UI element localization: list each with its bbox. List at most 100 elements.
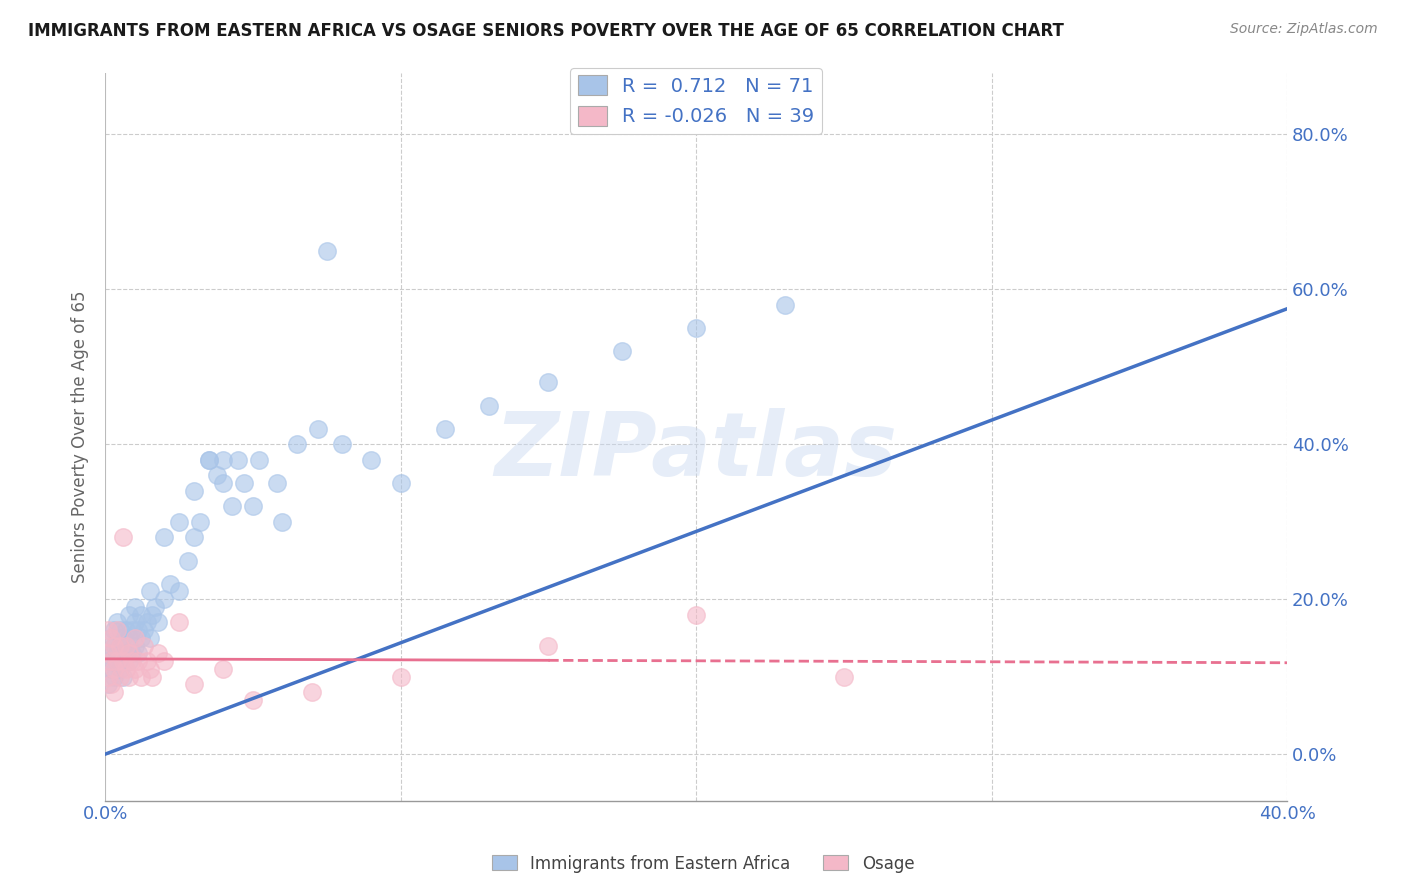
Point bbox=[832, 670, 855, 684]
Point bbox=[167, 515, 190, 529]
Point bbox=[242, 500, 264, 514]
Point bbox=[97, 647, 120, 661]
Point bbox=[301, 685, 323, 699]
Text: ZIPatlas: ZIPatlas bbox=[495, 408, 897, 495]
Point bbox=[159, 576, 181, 591]
Point bbox=[132, 639, 155, 653]
Point bbox=[148, 647, 170, 661]
Point bbox=[478, 399, 501, 413]
Point bbox=[115, 662, 138, 676]
Point bbox=[197, 452, 219, 467]
Point bbox=[108, 670, 131, 684]
Point bbox=[212, 476, 235, 491]
Point bbox=[389, 670, 412, 684]
Point bbox=[108, 662, 131, 676]
Point bbox=[100, 631, 122, 645]
Point bbox=[135, 615, 157, 630]
Point bbox=[212, 452, 235, 467]
Point bbox=[103, 639, 125, 653]
Point bbox=[105, 624, 128, 638]
Point bbox=[685, 607, 707, 622]
Point bbox=[124, 631, 146, 645]
Point bbox=[537, 639, 560, 653]
Point bbox=[115, 639, 138, 653]
Point bbox=[183, 677, 205, 691]
Point bbox=[111, 654, 134, 668]
Point bbox=[242, 693, 264, 707]
Point bbox=[121, 647, 143, 661]
Point bbox=[141, 670, 163, 684]
Point bbox=[330, 437, 353, 451]
Point bbox=[389, 476, 412, 491]
Point bbox=[124, 599, 146, 614]
Point bbox=[118, 654, 141, 668]
Point bbox=[153, 592, 176, 607]
Point bbox=[103, 639, 125, 653]
Point bbox=[145, 599, 167, 614]
Y-axis label: Seniors Poverty Over the Age of 65: Seniors Poverty Over the Age of 65 bbox=[72, 290, 89, 582]
Point bbox=[100, 654, 122, 668]
Point bbox=[97, 654, 120, 668]
Text: Source: ZipAtlas.com: Source: ZipAtlas.com bbox=[1230, 22, 1378, 37]
Point bbox=[105, 615, 128, 630]
Point bbox=[108, 639, 131, 653]
Point bbox=[537, 376, 560, 390]
Point bbox=[127, 624, 149, 638]
Point bbox=[124, 615, 146, 630]
Point bbox=[103, 662, 125, 676]
Point bbox=[315, 244, 337, 258]
Point bbox=[97, 677, 120, 691]
Point bbox=[226, 452, 249, 467]
Point bbox=[111, 530, 134, 544]
Point bbox=[773, 298, 796, 312]
Point bbox=[108, 639, 131, 653]
Point bbox=[105, 654, 128, 668]
Legend: Immigrants from Eastern Africa, Osage: Immigrants from Eastern Africa, Osage bbox=[485, 848, 921, 880]
Point bbox=[221, 500, 243, 514]
Point bbox=[127, 654, 149, 668]
Point bbox=[132, 624, 155, 638]
Point bbox=[103, 685, 125, 699]
Point bbox=[121, 624, 143, 638]
Point bbox=[141, 607, 163, 622]
Point bbox=[111, 631, 134, 645]
Point bbox=[153, 654, 176, 668]
Point bbox=[100, 647, 122, 661]
Point bbox=[285, 437, 308, 451]
Point bbox=[307, 422, 329, 436]
Point bbox=[111, 654, 134, 668]
Text: IMMIGRANTS FROM EASTERN AFRICA VS OSAGE SENIORS POVERTY OVER THE AGE OF 65 CORRE: IMMIGRANTS FROM EASTERN AFRICA VS OSAGE … bbox=[28, 22, 1064, 40]
Point bbox=[105, 654, 128, 668]
Point bbox=[129, 670, 152, 684]
Point bbox=[685, 321, 707, 335]
Legend: R =  0.712   N = 71, R = -0.026   N = 39: R = 0.712 N = 71, R = -0.026 N = 39 bbox=[569, 68, 823, 134]
Point bbox=[153, 530, 176, 544]
Point bbox=[118, 670, 141, 684]
Point bbox=[138, 631, 160, 645]
Point bbox=[127, 647, 149, 661]
Point bbox=[167, 584, 190, 599]
Point bbox=[212, 662, 235, 676]
Point bbox=[135, 654, 157, 668]
Point bbox=[115, 647, 138, 661]
Point bbox=[121, 654, 143, 668]
Point bbox=[247, 452, 270, 467]
Point bbox=[183, 483, 205, 498]
Point bbox=[233, 476, 256, 491]
Point bbox=[434, 422, 457, 436]
Point bbox=[129, 631, 152, 645]
Point bbox=[97, 624, 120, 638]
Point bbox=[118, 607, 141, 622]
Point bbox=[167, 615, 190, 630]
Point bbox=[271, 515, 294, 529]
Point bbox=[100, 677, 122, 691]
Point bbox=[138, 662, 160, 676]
Point bbox=[177, 553, 200, 567]
Point bbox=[148, 615, 170, 630]
Point bbox=[129, 607, 152, 622]
Point bbox=[97, 670, 120, 684]
Point bbox=[138, 584, 160, 599]
Point bbox=[124, 639, 146, 653]
Point bbox=[103, 670, 125, 684]
Point bbox=[612, 344, 634, 359]
